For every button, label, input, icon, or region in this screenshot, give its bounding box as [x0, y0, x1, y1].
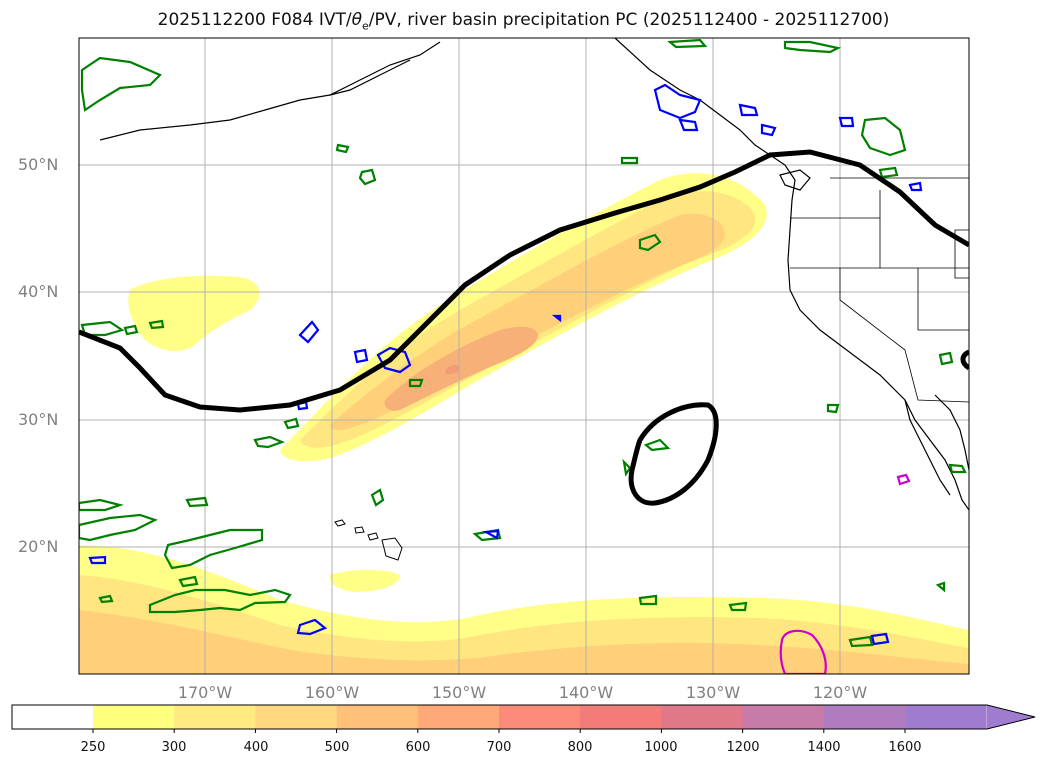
colorbar-label-700: 700	[486, 740, 512, 755]
colorbar-label-400: 400	[243, 740, 269, 755]
colorbar-segment	[742, 705, 825, 729]
colorbar-segment	[336, 705, 419, 729]
colorbar-label-300: 300	[161, 740, 187, 755]
colorbar-segment	[661, 705, 744, 729]
plot-frame	[78, 37, 970, 675]
pv-contours	[79, 149, 969, 506]
colorbar-segment	[905, 705, 987, 729]
lon-label-120w: 120°W	[812, 683, 868, 702]
lon-label-130w: 130°W	[685, 683, 741, 702]
colorbar-label-1200: 1200	[726, 740, 760, 755]
chart-title: 2025112200 F084 IVT/θe/PV, river basin p…	[157, 10, 890, 33]
blue-contours	[88, 83, 923, 646]
colorbar-label-600: 600	[405, 740, 431, 755]
lat-label-50n: 50°N	[18, 155, 59, 174]
plot-area	[79, 38, 969, 674]
lon-label-140w: 140°W	[558, 683, 614, 702]
lon-label-170w: 170°W	[177, 683, 233, 702]
lat-label-40n: 40°N	[18, 282, 59, 301]
colorbar-segment	[580, 705, 662, 729]
colorbar-segment	[417, 705, 500, 729]
green-contours	[79, 38, 967, 648]
colorbar-segment	[499, 705, 581, 729]
hawaii-islands	[334, 519, 403, 561]
state-borders	[790, 177, 969, 403]
ivt-shading-atmospheric-river	[280, 173, 767, 462]
colorbar-label-1400: 1400	[807, 740, 841, 755]
lon-label-150w: 150°W	[431, 683, 487, 702]
colorbar-label-800: 800	[567, 740, 593, 755]
coastlines	[99, 38, 969, 511]
lon-label-160w: 160°W	[304, 683, 360, 702]
colorbar-segment	[823, 705, 906, 729]
ivt-shading-south	[79, 545, 969, 674]
ivt-shading-blob	[128, 275, 260, 352]
colorbar-label-1600: 1600	[888, 740, 922, 755]
colorbar-label-500: 500	[324, 740, 350, 755]
lat-label-30n: 30°N	[18, 410, 59, 429]
colorbar	[11, 704, 1036, 733]
magenta-contours	[779, 473, 911, 674]
colorbar-label-1000: 1000	[644, 740, 678, 755]
lat-label-20n: 20°N	[18, 537, 59, 556]
gridlines	[79, 38, 969, 674]
colorbar-label-250: 250	[80, 740, 106, 755]
colorbar-segment	[255, 705, 338, 729]
colorbar-segment	[93, 705, 175, 729]
colorbar-segment	[174, 705, 256, 729]
